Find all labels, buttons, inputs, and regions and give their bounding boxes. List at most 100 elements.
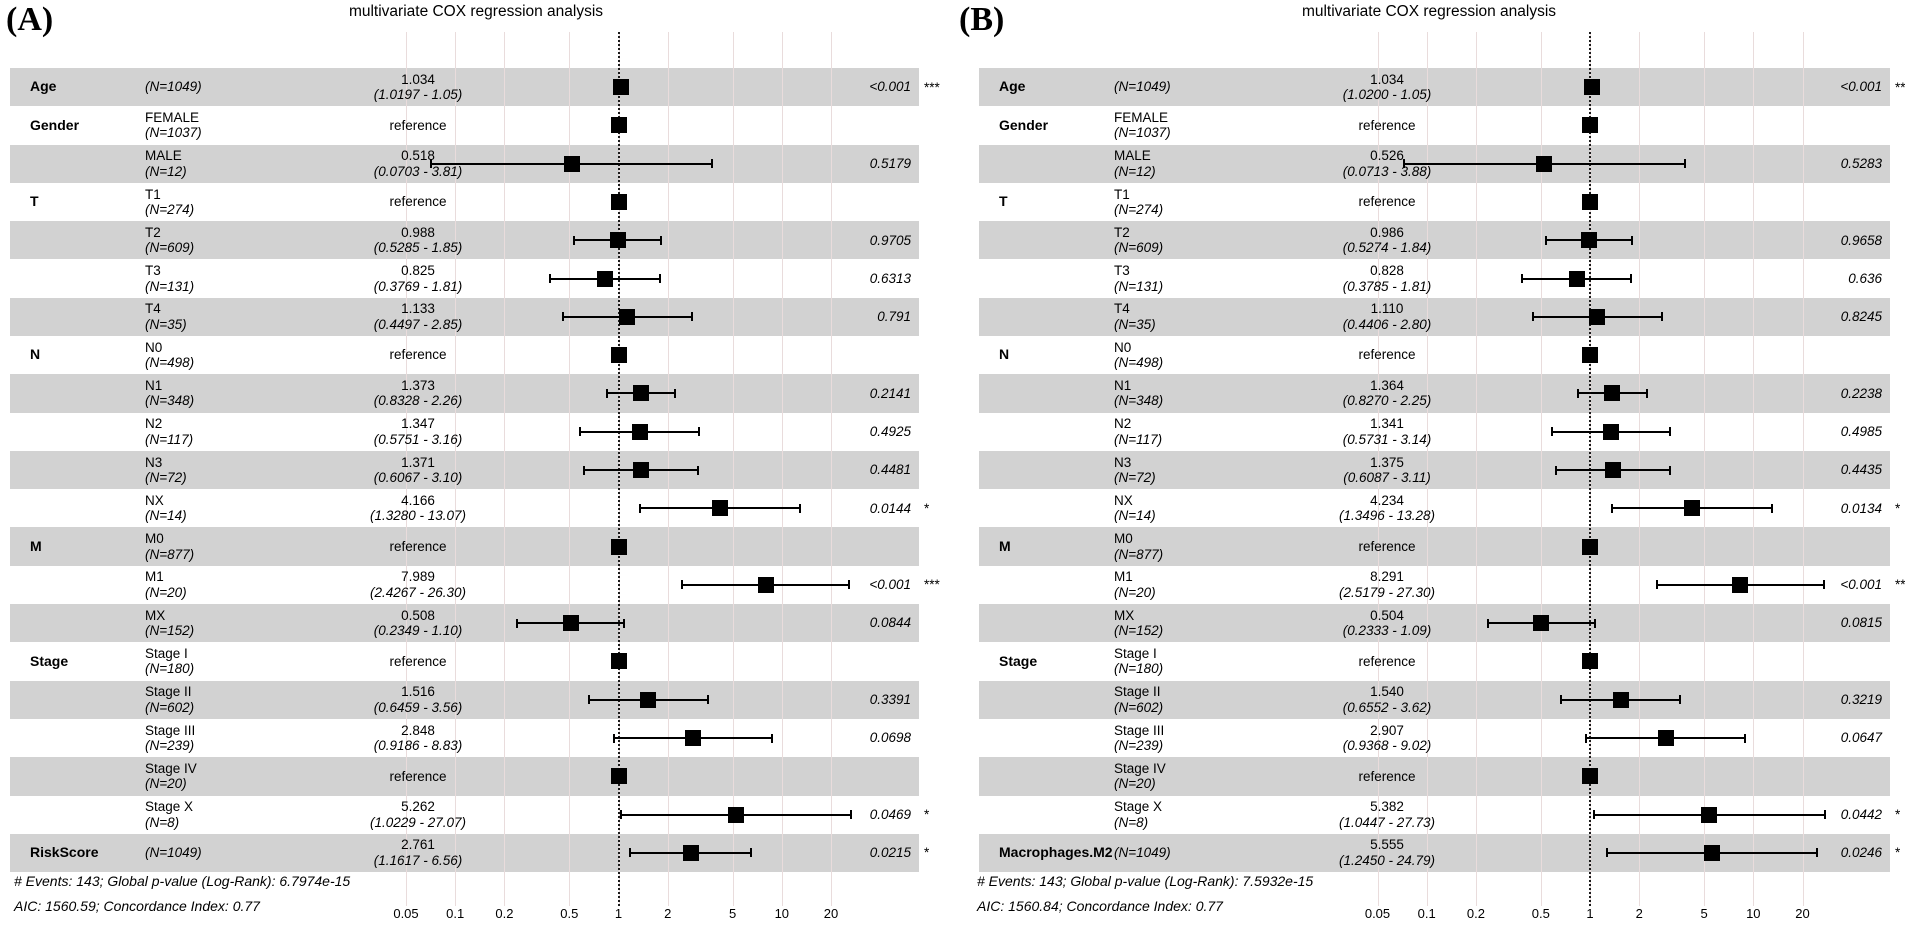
ci-cap-high	[706, 695, 709, 705]
ci-cap-low	[1544, 235, 1547, 245]
significance-stars: *	[924, 807, 930, 823]
gridline	[1753, 32, 1755, 906]
row-band	[979, 527, 1890, 566]
forest-marker	[562, 615, 579, 632]
table-row: T T1 (N=274) reference	[979, 183, 1890, 221]
estimate-cell: reference	[298, 642, 538, 680]
row-band	[10, 374, 919, 413]
estimate-lines: 1.373 (0.8328 - 2.26)	[298, 378, 538, 409]
p-value-cell: 0.6313	[771, 259, 911, 297]
estimate-cell: 4.234 (1.3496 - 13.28)	[1267, 489, 1507, 527]
estimate-lines: 5.555 (1.2450 - 24.79)	[1267, 837, 1507, 868]
forest-marker	[728, 806, 745, 823]
forest-marker	[610, 538, 627, 555]
estimate-cell: 1.364 (0.8270 - 2.25)	[1267, 374, 1507, 412]
estimate-lines: 0.825 (0.3769 - 1.81)	[298, 263, 538, 294]
p-value-cell: 0.0144	[771, 489, 911, 527]
p-value-cell: 0.8245	[1742, 298, 1882, 336]
estimate-cell: 0.986 (0.5274 - 1.84)	[1267, 221, 1507, 259]
ci-cap-low	[1576, 388, 1579, 398]
p-value: 0.3391	[869, 692, 911, 708]
axis-tick-label: 20	[823, 906, 839, 921]
p-value: 0.8245	[1840, 309, 1882, 325]
axis-tick-label: 0.05	[1364, 906, 1391, 921]
sample-size-label: (N=72)	[1114, 470, 1156, 486]
axis-tick-label: 2	[1635, 906, 1643, 921]
level-lines: T4 (N=35)	[145, 301, 295, 332]
significance-stars: ***	[1895, 577, 1905, 593]
row-band	[979, 604, 1890, 643]
forest-marker	[1533, 615, 1550, 632]
forest-marker	[757, 576, 774, 593]
level-label: N1	[1114, 377, 1132, 393]
estimate-value: reference	[389, 347, 447, 363]
table-row: Stage Stage I (N=180) reference	[10, 642, 919, 680]
ci-range: (0.9186 - 8.83)	[373, 738, 463, 754]
table-row: M M0 (N=877) reference	[10, 527, 919, 565]
variable-label: Stage	[999, 652, 1038, 669]
variable-label: Gender	[30, 116, 80, 133]
ci-range: (0.2333 - 1.09)	[1342, 623, 1432, 639]
level-label: FEMALE	[145, 109, 200, 125]
sample-size-label: (N=117)	[145, 431, 194, 447]
forest-marker	[1703, 844, 1720, 861]
level-cell: N1 (N=348)	[145, 374, 295, 412]
estimate-value: 5.262	[401, 799, 435, 815]
forest-marker	[633, 385, 649, 402]
estimate-lines: reference	[1267, 118, 1507, 134]
level-lines: Stage X (N=8)	[1114, 799, 1264, 830]
footer-aic: AIC: 1560.84; Concordance Index: 0.77	[977, 898, 1223, 914]
level-cell: FEMALE (N=1037)	[145, 106, 295, 144]
sample-size-label: (N=1037)	[145, 125, 202, 141]
p-value: 0.5283	[1840, 155, 1882, 171]
table-row: MALE (N=12) 0.518 (0.0703 - 3.81) 0.5179	[10, 145, 919, 183]
row-band	[979, 374, 1890, 413]
level-cell: FEMALE (N=1037)	[1114, 106, 1264, 144]
estimate-value: reference	[389, 538, 447, 554]
ci-cap-high	[1594, 618, 1597, 628]
sample-size-label: (N=602)	[1114, 699, 1164, 715]
estimate-cell: 1.133 (0.4497 - 2.85)	[298, 298, 538, 336]
level-cell: (N=1049)	[145, 68, 295, 106]
axis-tick-label: 20	[1795, 906, 1810, 921]
ci-range: (2.4267 - 26.30)	[369, 584, 467, 600]
p-value: 0.2238	[1840, 385, 1882, 401]
p-value-cell: 0.636	[1742, 259, 1882, 297]
axis-tick-label: 0.5	[560, 906, 579, 921]
p-value: 0.4925	[869, 424, 911, 439]
gridline	[1802, 32, 1804, 906]
level-cell: M0 (N=877)	[145, 527, 295, 565]
ci-cap-low	[587, 695, 590, 705]
estimate-value: 4.234	[1370, 492, 1404, 508]
table-row: Gender FEMALE (N=1037) reference	[979, 106, 1890, 144]
row-band	[979, 680, 1890, 719]
gridline	[1475, 32, 1477, 906]
variable-label: N	[30, 346, 41, 363]
axis-tick-label: 0.1	[446, 906, 465, 921]
level-cell: (N=1049)	[145, 834, 295, 872]
estimate-value: 1.110	[1370, 301, 1404, 317]
estimate-lines: 1.341 (0.5731 - 3.14)	[1267, 416, 1507, 447]
forest-marker	[1536, 155, 1553, 172]
level-lines: T4 (N=35)	[1114, 301, 1264, 332]
level-cell: T2 (N=609)	[1114, 221, 1264, 259]
level-cell: Stage II (N=602)	[145, 681, 295, 719]
forest-marker	[631, 423, 648, 440]
forest-marker	[610, 653, 627, 670]
ci-cap-high	[1630, 274, 1633, 284]
table-row: MALE (N=12) 0.526 (0.0713 - 3.88) 0.5283	[979, 145, 1890, 183]
forest-marker	[596, 270, 613, 287]
sample-size-label: (N=35)	[1114, 316, 1156, 332]
sample-size-label: (N=14)	[1114, 508, 1156, 524]
level-lines: N1 (N=348)	[1114, 378, 1264, 409]
table-row: N3 (N=72) 1.375 (0.6087 - 3.11) 0.4435	[979, 451, 1890, 489]
ci-cap-low	[605, 388, 608, 398]
estimate-cell: reference	[1267, 757, 1507, 795]
ci-range: (1.2450 - 24.79)	[1338, 852, 1436, 868]
table-row: Stage IV (N=20) reference	[10, 757, 919, 795]
estimate-cell: reference	[1267, 527, 1507, 565]
ci-cap-high	[1823, 810, 1826, 820]
level-cell: MX (N=152)	[145, 604, 295, 642]
level-label: T1	[145, 186, 161, 202]
variable-label-cell: M	[30, 527, 190, 565]
